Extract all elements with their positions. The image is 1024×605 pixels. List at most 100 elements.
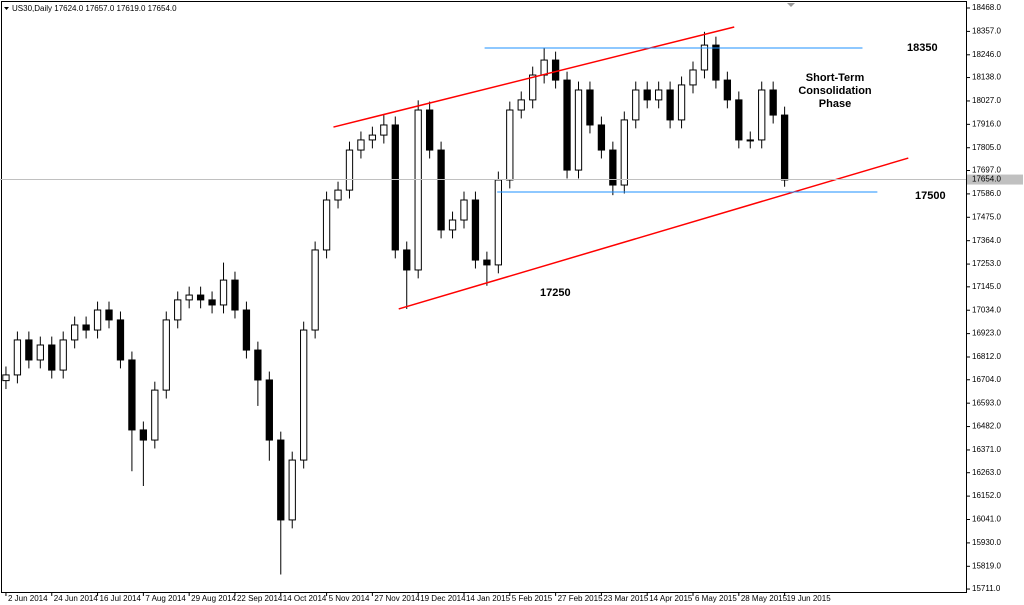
- x-tick-label: 23 Mar 2015: [603, 594, 648, 603]
- candle-body: [471, 199, 480, 261]
- trend-line: [333, 26, 735, 128]
- candle-body: [174, 299, 182, 321]
- candle-body: [712, 44, 720, 81]
- candle-body: [425, 109, 434, 151]
- y-tick-label: 18138.0: [972, 73, 1001, 82]
- y-tick-label: 16923.0: [972, 329, 1001, 338]
- candle-body: [93, 309, 102, 331]
- x-tick-label: 16 Jul 2014: [100, 594, 142, 603]
- candle-body: [758, 89, 766, 141]
- candle-body: [151, 389, 159, 441]
- candle-body: [448, 219, 457, 231]
- x-tick-label: 7 Aug 2014: [145, 594, 186, 603]
- annotation: Consolidation: [798, 85, 872, 97]
- title-arrow: [4, 7, 9, 10]
- y-tick-label: 17916.0: [972, 119, 1001, 128]
- x-tick-label: 29 Aug 2014: [191, 594, 236, 603]
- candle-body: [666, 89, 674, 121]
- annotation: 17500: [915, 190, 946, 202]
- x-tick-label: 24 Jun 2014: [54, 594, 99, 603]
- candle-body: [231, 279, 239, 311]
- y-tick-label: 16593.0: [972, 398, 1001, 407]
- candle-body: [71, 324, 79, 341]
- candle-body: [632, 89, 640, 121]
- candle-body: [48, 344, 56, 371]
- y-tick-label: 17034.0: [972, 305, 1001, 314]
- candle-body: [345, 149, 354, 191]
- x-tick-label: 14 Oct 2014: [283, 594, 327, 603]
- y-tick-label: 16152.0: [972, 491, 1001, 500]
- x-tick-label: 22 Sep 2014: [237, 594, 283, 603]
- candle-body: [380, 124, 388, 136]
- candle-body: [735, 99, 743, 141]
- x-tick-label: 19 Dec 2014: [420, 594, 466, 603]
- x-tick-label: 5 Feb 2015: [512, 594, 553, 603]
- candle-body: [780, 114, 789, 181]
- x-tick-label: 27 Nov 2014: [374, 594, 420, 603]
- candle-body: [36, 344, 44, 361]
- x-tick-label: 14 Jan 2015: [466, 594, 511, 603]
- candle-body: [483, 259, 491, 266]
- candle-body: [322, 199, 331, 251]
- candle-body: [574, 89, 583, 171]
- y-tick-label: 17475.0: [972, 212, 1001, 221]
- candle-body: [460, 199, 468, 221]
- trend-line: [398, 157, 909, 310]
- y-tick-label: 18246.0: [972, 50, 1001, 59]
- x-tick-label: 2 Jun 2014: [8, 594, 48, 603]
- y-tick-label: 17697.0: [972, 166, 1001, 175]
- candle-body: [59, 339, 67, 371]
- candle-body: [242, 309, 251, 351]
- candle-body: [25, 339, 33, 361]
- candle-body: [82, 324, 90, 331]
- candle-body: [219, 279, 228, 306]
- candle-body: [689, 69, 697, 86]
- x-tick-label: 14 Apr 2015: [649, 594, 693, 603]
- candle-body: [13, 339, 22, 376]
- candle-body: [655, 89, 663, 101]
- y-tick-label: 15711.0: [972, 584, 1001, 593]
- candle-body: [551, 59, 560, 81]
- candle-body: [506, 109, 514, 181]
- y-tick-label: 17805.0: [972, 143, 1001, 152]
- plot-frame: [1, 1, 967, 593]
- candle-body: [769, 89, 777, 116]
- candle-body: [139, 429, 148, 441]
- last-price-label: 17654.0: [972, 175, 1001, 184]
- annotation: Short-Term: [806, 72, 865, 84]
- candle-body: [723, 79, 732, 101]
- y-tick-label: 15819.0: [972, 561, 1001, 570]
- candle-body: [609, 149, 617, 186]
- candle-body: [116, 319, 125, 361]
- y-tick-label: 18027.0: [972, 96, 1001, 105]
- candle-body: [334, 189, 342, 201]
- candle-body: [563, 79, 571, 171]
- annotation: 18350: [907, 42, 938, 54]
- y-tick-label: 17145.0: [972, 282, 1001, 291]
- candle-body: [368, 134, 377, 141]
- candle-body: [2, 374, 10, 382]
- candle-body: [185, 294, 193, 301]
- candle-body: [311, 249, 319, 331]
- y-tick-label: 16704.0: [972, 375, 1001, 384]
- x-tick-label: 28 May 2015: [741, 594, 788, 603]
- x-tick-label: 6 May 2015: [695, 594, 737, 603]
- candle-body: [391, 124, 399, 251]
- y-tick-label: 16263.0: [972, 468, 1001, 477]
- candle-body: [620, 119, 628, 186]
- candle-body: [437, 149, 445, 231]
- candle-body: [746, 139, 754, 142]
- candle-body: [597, 124, 606, 151]
- candle-body: [677, 84, 686, 121]
- candle-body: [162, 319, 170, 391]
- y-tick-label: 16371.0: [972, 445, 1001, 454]
- candle-body: [540, 59, 548, 76]
- candle-body: [128, 359, 136, 431]
- candle-body: [277, 439, 285, 521]
- y-tick-label: 18357.0: [972, 27, 1001, 36]
- y-tick-label: 16041.0: [972, 515, 1001, 524]
- y-tick-label: 16812.0: [972, 352, 1001, 361]
- shift-marker: [787, 3, 795, 7]
